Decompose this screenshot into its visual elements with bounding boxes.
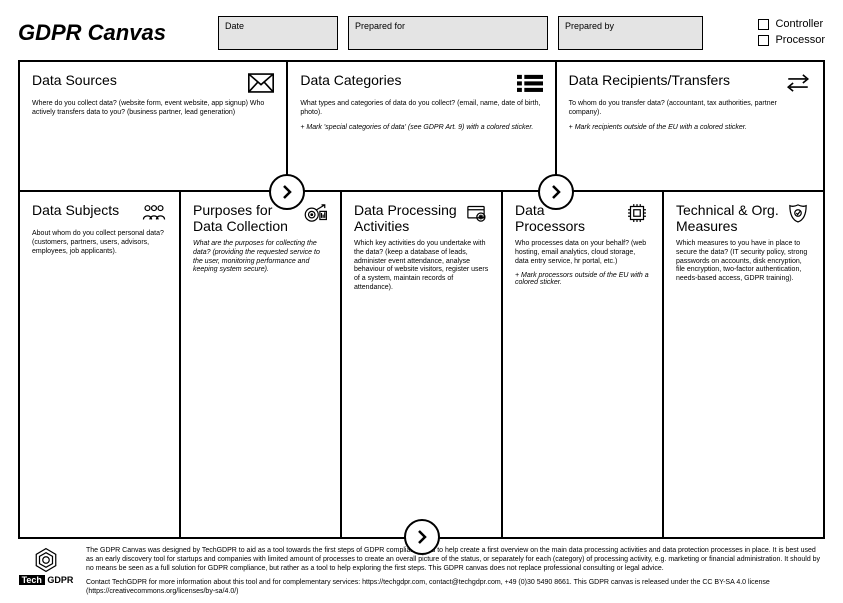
cell-data-subjects: Data Subjects About whom do you collect … <box>20 192 181 537</box>
people-icon <box>141 202 167 224</box>
label-controller: Controller <box>775 18 823 30</box>
field-date[interactable]: Date <box>218 16 338 50</box>
cell-desc: Which measures to you have in place to s… <box>676 240 811 284</box>
page-title: GDPR Canvas <box>18 16 208 46</box>
checkbox-controller[interactable] <box>758 19 769 30</box>
cell-desc: What types and categories of data do you… <box>300 100 542 118</box>
cell-data-categories: Data Categories What types and categorie… <box>288 62 556 190</box>
cell-note: + Mark recipients outside of the EU with… <box>569 124 811 131</box>
cell-activities: Data Processing Activities Which key act… <box>342 192 503 537</box>
cell-title: Data Processing Activities <box>354 202 457 234</box>
cell-note: + Mark 'special categories of data' (see… <box>300 124 542 131</box>
footer-p1: The GDPR Canvas was designed by TechGDPR… <box>86 547 825 573</box>
footer-brand: Tech GDPR <box>19 575 74 585</box>
cell-note: + Mark processors outside of the EU with… <box>515 272 650 286</box>
checkbox-processor[interactable] <box>758 35 769 46</box>
activities-icon <box>463 202 489 224</box>
hex-logo-icon <box>33 547 59 573</box>
chip-icon <box>624 202 650 224</box>
cell-purposes: Purposes for Data Collection What are th… <box>181 192 342 537</box>
header-row: GDPR Canvas Date Prepared for Prepared b… <box>18 16 825 50</box>
field-prepared-by[interactable]: Prepared by <box>558 16 703 50</box>
cell-title: Data Categories <box>300 72 401 88</box>
cell-title: Data Subjects <box>32 202 119 218</box>
cell-measures: Technical & Org. Measures Which measures… <box>664 192 823 537</box>
cell-processors: Data Processors Who processes data on yo… <box>503 192 664 537</box>
cell-title: Data Sources <box>32 72 117 88</box>
cell-title: Data Processors <box>515 202 618 234</box>
cell-desc: Which key activities do you undertake wi… <box>354 240 489 293</box>
footer-logo: Tech GDPR <box>18 547 74 585</box>
cell-desc: About whom do you collect personal data?… <box>32 230 167 256</box>
envelope-icon <box>248 72 274 94</box>
cell-desc: To whom do you transfer data? (accountan… <box>569 100 811 118</box>
cell-desc: Who processes data on your behalf? (web … <box>515 240 650 266</box>
shield-icon <box>785 202 811 224</box>
cell-desc: Where do you collect data? (website form… <box>32 100 274 118</box>
arrow-circle-icon <box>538 174 574 210</box>
cell-desc: What are the purposes for collecting the… <box>193 240 328 275</box>
cell-title: Technical & Org. Measures <box>676 202 779 234</box>
label-processor: Processor <box>775 34 825 46</box>
target-icon <box>302 202 328 224</box>
cell-data-sources: Data Sources Where do you collect data? … <box>20 62 288 190</box>
field-prepared-for[interactable]: Prepared for <box>348 16 548 50</box>
footer: Tech GDPR The GDPR Canvas was designed b… <box>18 547 825 603</box>
footer-p2: Contact TechGDPR for more information ab… <box>86 579 825 597</box>
arrow-circle-icon <box>269 174 305 210</box>
canvas-grid: Data Sources Where do you collect data? … <box>18 60 825 539</box>
transfer-arrows-icon <box>785 72 811 94</box>
arrow-circle-icon <box>404 519 440 555</box>
cell-data-recipients: Data Recipients/Transfers To whom do you… <box>557 62 823 190</box>
list-icon <box>517 72 543 94</box>
cell-title: Data Recipients/Transfers <box>569 72 730 88</box>
footer-text: The GDPR Canvas was designed by TechGDPR… <box>86 547 825 603</box>
role-checks: Controller Processor <box>758 16 825 46</box>
